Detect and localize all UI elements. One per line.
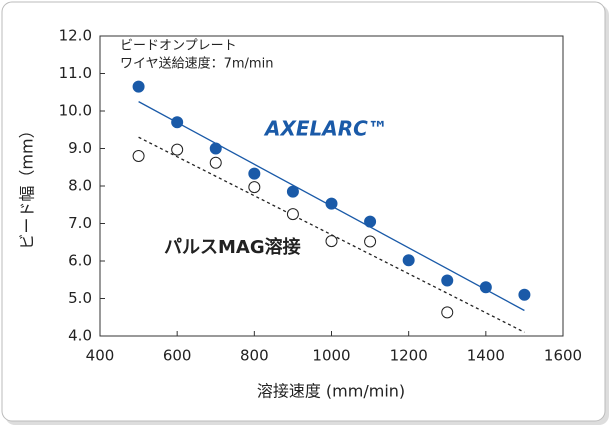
y-tick-label: 9.0: [68, 139, 92, 157]
point: [209, 156, 222, 169]
point: [248, 181, 261, 194]
point: [441, 274, 454, 287]
point: [286, 185, 299, 198]
point: [132, 80, 145, 93]
point: [441, 306, 454, 319]
point: [171, 143, 184, 156]
point: [248, 167, 261, 180]
point: [479, 281, 492, 294]
point: [209, 142, 222, 155]
y-tick-label: 8.0: [68, 177, 92, 195]
frame: [1, 1, 606, 422]
point: [171, 116, 184, 129]
point: [364, 215, 377, 228]
point: [325, 197, 338, 210]
series-label: パルスMAG溶接: [164, 236, 301, 258]
point: [402, 254, 415, 267]
y-tick-label: 4.0: [68, 327, 92, 345]
x-tick-label: 1600: [544, 347, 582, 365]
x-tick-label: 1000: [312, 347, 350, 365]
point: [325, 235, 338, 248]
point: [286, 208, 299, 221]
x-axis-title: 溶接速度 (mm/min): [257, 382, 405, 401]
y-tick-label: 12.0: [59, 27, 92, 45]
x-tick-label: 1400: [467, 347, 505, 365]
point: [518, 288, 531, 301]
x-tick-label: 400: [86, 347, 115, 365]
x-tick-label: 600: [163, 347, 192, 365]
trend-line: [138, 136, 525, 333]
y-tick-label: 10.0: [59, 102, 92, 120]
y-tick-label: 11.0: [59, 64, 92, 82]
annotation: ワイヤ送給速度：7m/min: [120, 56, 273, 72]
annotation: ビードオンプレート: [120, 39, 237, 54]
y-tick-label: 7.0: [68, 214, 92, 232]
point: [132, 150, 145, 162]
point: [364, 235, 377, 248]
y-tick-label: 6.0: [68, 252, 92, 270]
y-axis-title: ビード幅（mm）: [18, 122, 37, 249]
y-tick-label: 5.0: [68, 289, 92, 307]
series-label: AXELARC™: [263, 117, 388, 141]
x-tick-label: 800: [240, 347, 269, 365]
x-tick-label: 1200: [390, 347, 428, 365]
